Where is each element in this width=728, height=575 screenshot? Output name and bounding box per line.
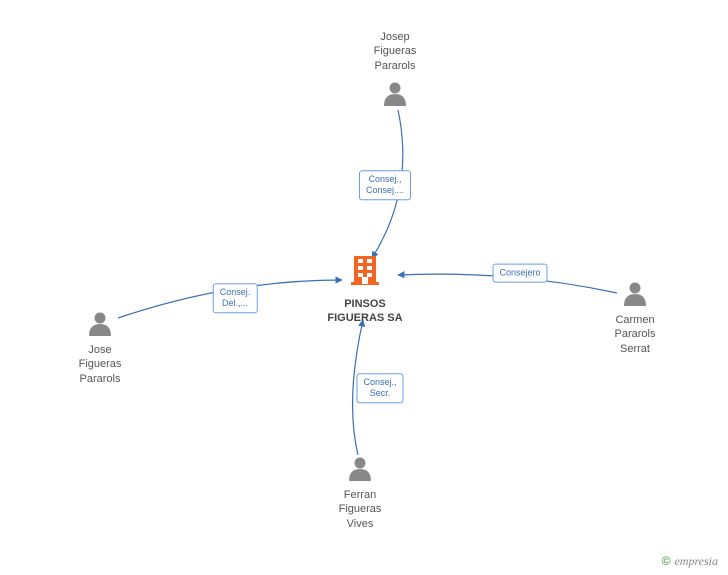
- company-label: PINSOS FIGUERAS SA: [327, 297, 402, 326]
- company-icon: [351, 256, 379, 285]
- person-icon: [384, 83, 406, 107]
- edge-label: Consej. Del.,...: [213, 283, 258, 313]
- person-icon: [349, 458, 371, 482]
- person-label: Carmen Pararols Serrat: [615, 313, 656, 356]
- edge-label: Consej., Secr.: [356, 373, 403, 403]
- person-icon: [89, 313, 111, 337]
- edge-label: Consejero: [492, 264, 547, 283]
- person-label: Jose Figueras Pararols: [79, 343, 122, 386]
- edge-label: Consej., Consej....: [359, 170, 411, 200]
- person-label: Ferran Figueras Vives: [339, 488, 382, 531]
- watermark: ©empresia: [662, 554, 718, 569]
- person-label: Josep Figueras Pararols: [374, 30, 417, 73]
- copyright-symbol: ©: [662, 554, 671, 568]
- person-icon: [624, 283, 646, 307]
- watermark-text: empresia: [674, 554, 718, 568]
